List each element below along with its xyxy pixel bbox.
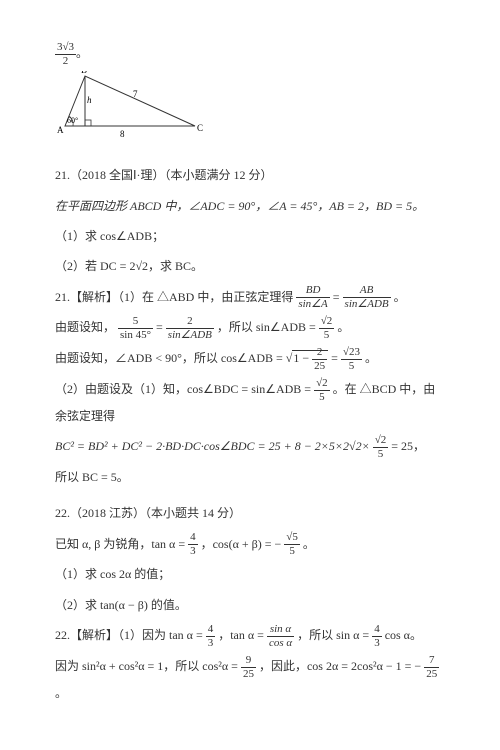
top-num: 3√3: [55, 42, 76, 55]
eq4-num: √2: [314, 378, 330, 391]
label-angle: 60°: [67, 116, 78, 125]
eq4-den: 5: [314, 391, 330, 403]
q22-sol-line1: 22.【解析】（1）因为 tan α = 43 ，tan α = sin αco…: [55, 622, 445, 649]
q22-l2-f1-num: 9: [241, 655, 256, 668]
q22-sol-line2: 因为 sin²α + cos²α = 1，所以 cos²α = 925 ，因此，…: [55, 653, 445, 706]
eq2-rhs-den: sin∠ADB: [166, 329, 214, 341]
q22-sol-f1-den: 3: [206, 637, 216, 649]
eq1-rhs-num: AB: [343, 285, 391, 298]
top-den: 2: [55, 55, 76, 67]
q21-part1: （1）求 cos∠ADB；: [55, 223, 445, 249]
eq3-rad-den: 25: [312, 360, 327, 372]
q22-f1-num: 4: [188, 532, 198, 545]
eq5-num: √2: [373, 435, 389, 448]
q21-sol-header: 21.【解析】（1）在 △ABD 中，由正弦定理得 BDsin∠A = ABsi…: [55, 284, 445, 311]
q22-sol-f2-num: sin α: [267, 624, 294, 637]
q21-part2: （2）若 DC = 2√2，求 BC。: [55, 253, 445, 279]
q21-eq5: BC² = BD² + DC² − 2·BD·DC·cos∠BDC = 25 +…: [55, 433, 445, 460]
eq2-lhs-den: sin 45°: [118, 329, 153, 341]
q22-sol-f2-den: cos α: [267, 637, 294, 649]
eq1-lhs-den: sin∠A: [296, 298, 329, 310]
eq3-res-den: 5: [341, 360, 362, 372]
eq2-rhs-num: 2: [166, 316, 214, 329]
eq5-den: 5: [373, 448, 389, 460]
label-c: C: [197, 123, 203, 133]
q22-l2-f1-den: 25: [241, 668, 256, 680]
q22-part2: （2）求 tan(α − β) 的值。: [55, 592, 445, 618]
q21-sol2-header: （2）由题设及（1）知，cos∠BDC = sin∠ADB = √25 。在 △…: [55, 376, 445, 429]
q21-line2: 由题设知， 5sin 45° = 2sin∠ADB ，所以 sin∠ADB = …: [55, 314, 445, 341]
right-angle-mark: [85, 120, 91, 126]
q22-part1: （1）求 cos 2α 的值；: [55, 561, 445, 587]
q22-header: 22.（2018 江苏）（本小题共 14 分）: [55, 500, 445, 526]
label-b: B: [81, 71, 87, 75]
label-h: h: [87, 95, 92, 105]
q22-stem: 已知 α, β 为锐角，tan α = 43 ，cos(α + β) = − √…: [55, 531, 445, 558]
label-side-ac: 8: [120, 129, 125, 139]
eq1-rhs-den: sin∠ADB: [343, 298, 391, 310]
eq2-res-den: 5: [319, 329, 335, 341]
eq1-lhs-num: BD: [296, 285, 329, 298]
label-a: A: [57, 125, 64, 135]
q22-l2-f2-num: 7: [424, 655, 439, 668]
q22-sol-f3-num: 4: [372, 624, 382, 637]
q22-sol-f1-num: 4: [206, 624, 216, 637]
label-side-bc: 7: [133, 89, 138, 99]
q22-sol-f3-den: 3: [372, 637, 382, 649]
q21-line3: 由题设知，∠ADB < 90°，所以 cos∠ADB = √1 − 225 = …: [55, 345, 445, 372]
q22-l2-f2-den: 25: [424, 668, 439, 680]
eq3-res-num: √23: [341, 347, 362, 360]
q21-header: 21.（2018 全国Ⅰ·理）（本小题满分 12 分）: [55, 162, 445, 188]
q21-final: 所以 BC = 5。: [55, 464, 445, 490]
eq2-lhs-num: 5: [118, 316, 153, 329]
eq2-res-num: √2: [319, 316, 335, 329]
q22-f1-den: 3: [188, 545, 198, 557]
eq3-rad-num: 2: [312, 347, 327, 360]
q22-f2-den: 5: [284, 545, 300, 557]
top-value: 3√32。: [55, 40, 445, 67]
triangle-diagram: B A C 7 8 h 60°: [55, 71, 445, 150]
q21-stem: 在平面四边形 ABCD 中，∠ADC = 90°，∠A = 45°，AB = 2…: [55, 193, 445, 219]
q22-f2-num: √5: [284, 532, 300, 545]
